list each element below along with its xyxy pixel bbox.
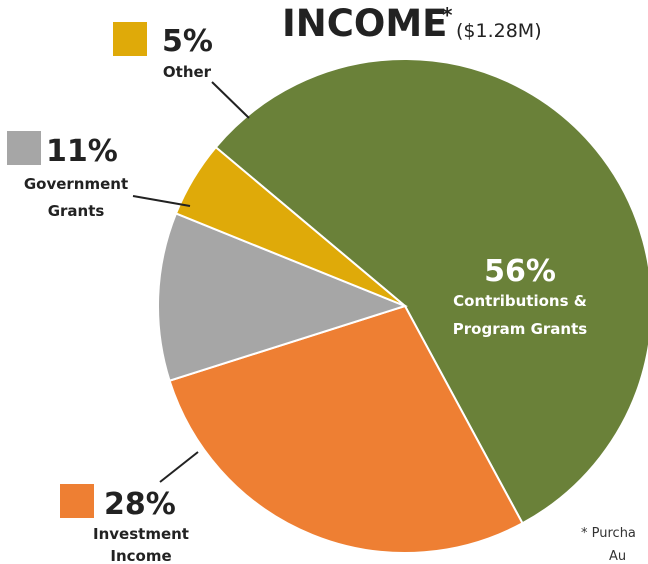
government-label-line1: Government (24, 175, 128, 193)
other-percent: 5% (162, 24, 213, 59)
footnote-line1: * Purcha (581, 526, 636, 541)
government-percent: 11% (46, 134, 118, 169)
investment-legend-swatch (60, 484, 94, 518)
other-leader-line (211, 81, 250, 119)
contributions-percent: 56% (484, 254, 556, 289)
investment-slice (168, 304, 524, 554)
investment-label-line1: Investment (93, 525, 189, 543)
other-legend-swatch (113, 22, 147, 56)
chart-subtitle: ($1.28M) (456, 20, 542, 42)
investment-label-line2: Income (110, 547, 171, 564)
chart-title: INCOME (282, 2, 447, 45)
other-slice (174, 145, 406, 307)
government-legend-swatch (7, 131, 41, 165)
pie-slices (157, 58, 648, 554)
contributions-label-line2: Program Grants (453, 320, 587, 338)
government-leader-line (132, 195, 191, 207)
other-label: Other (163, 63, 212, 81)
footnote-line2: Au (609, 549, 626, 564)
government-slice (157, 212, 408, 382)
contributions-label-line1: Contributions & (453, 292, 587, 310)
investment-percent: 28% (104, 487, 176, 522)
contributions-slice (214, 58, 648, 525)
investment-leader-line (159, 451, 199, 483)
title-asterisk: * (442, 3, 453, 27)
government-label-line2: Grants (48, 202, 105, 220)
